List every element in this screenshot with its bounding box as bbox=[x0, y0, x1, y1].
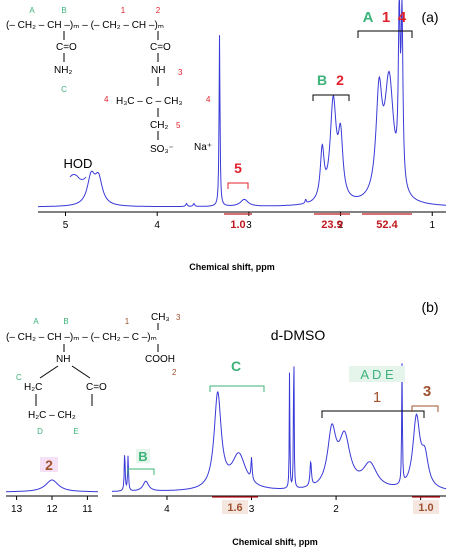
struct-bond bbox=[39, 365, 59, 379]
struct-a-quaternary: H₃C – C – CH₃ bbox=[116, 96, 183, 107]
struct-a-nh: NH bbox=[151, 65, 165, 76]
struct-b-label-a: A bbox=[33, 317, 39, 326]
x-tick-label: 5 bbox=[63, 220, 69, 231]
panel-b-label: (b) bbox=[421, 299, 438, 315]
x-tick-label: 13 bbox=[11, 504, 23, 515]
peak-a14-bracket bbox=[357, 30, 413, 38]
peak-b-highlight bbox=[136, 449, 150, 463]
inset-ticks: 13 12 11 bbox=[11, 496, 93, 515]
inset-peak-label: 2 bbox=[45, 457, 53, 473]
struct-a-nh2: NH₂ bbox=[54, 65, 72, 76]
struct-a-label-4b: 4 bbox=[206, 95, 211, 104]
x-tick-label: 3 bbox=[249, 504, 255, 515]
struct-b-ring-co: C=O bbox=[86, 382, 107, 393]
panel-b-x-axis-label: Chemical shift, ppm bbox=[232, 537, 318, 547]
x-tick-label: 11 bbox=[82, 504, 93, 515]
peak-1-label: 1 bbox=[373, 389, 381, 406]
peak-3-bracket bbox=[411, 405, 439, 412]
peak-3-label: 3 bbox=[423, 383, 431, 400]
struct-a-ch2: CH₂ bbox=[150, 120, 168, 131]
peak-5-bracket bbox=[227, 182, 249, 189]
x-tick-label: 2 bbox=[333, 504, 339, 515]
struct-a-label-1: 1 bbox=[121, 6, 126, 15]
struct-b-label-d: D bbox=[37, 427, 43, 436]
integral-highlight bbox=[413, 500, 439, 514]
struct-b-label-2: 2 bbox=[172, 368, 177, 377]
peak-1-label: 1 bbox=[382, 9, 390, 26]
peak-b-label: B bbox=[317, 72, 327, 88]
peak-a-label: A bbox=[363, 9, 374, 26]
struct-a-co1: C=O bbox=[56, 42, 77, 53]
struct-b-nh: NH bbox=[56, 354, 70, 365]
peak-c-bracket bbox=[209, 385, 265, 392]
x-tick-label: 12 bbox=[46, 504, 58, 515]
integral-value: 52.4 bbox=[376, 219, 398, 231]
struct-a-label-a: A bbox=[29, 6, 35, 15]
struct-a-label-b: B bbox=[61, 6, 66, 15]
integral-highlight bbox=[222, 500, 248, 514]
struct-b-ring-bottom: H₂C – CH₂ bbox=[28, 410, 76, 421]
panel-a-x-axis-label: Chemical shift, ppm bbox=[189, 262, 275, 272]
peak-5-label: 5 bbox=[234, 160, 242, 176]
struct-b-label-c: C bbox=[16, 373, 22, 382]
struct-b-label-b: B bbox=[63, 317, 68, 326]
peak-b-bracket bbox=[127, 468, 155, 475]
peak-4-label: 4 bbox=[398, 9, 407, 26]
peak-ade-bracket bbox=[321, 410, 425, 418]
struct-a-label-c: C bbox=[61, 85, 67, 94]
integral-value: 1.0 bbox=[230, 219, 245, 231]
panel-a-spectrum bbox=[38, 0, 446, 208]
peak-ade-label: A D E bbox=[360, 367, 394, 382]
struct-b-label-3: 3 bbox=[176, 313, 181, 322]
peak-b-label: B bbox=[138, 449, 147, 464]
x-tick-label: 4 bbox=[164, 504, 170, 515]
integral-value: 1.0 bbox=[418, 502, 433, 514]
integral-value: 1.6 bbox=[227, 502, 242, 514]
struct-a-label-5: 5 bbox=[176, 121, 181, 130]
struct-a-so3: SO₃⁻ bbox=[150, 144, 174, 155]
struct-b-acid: COOH bbox=[145, 354, 175, 365]
solvent-label: d-DMSO bbox=[271, 327, 326, 343]
hod-label: HOD bbox=[64, 156, 93, 171]
struct-a-co2: C=O bbox=[150, 42, 171, 53]
struct-b-label-e: E bbox=[73, 427, 78, 436]
struct-a-label-4a: 4 bbox=[104, 95, 109, 104]
inset-peak-highlight bbox=[40, 457, 58, 472]
peak-ade-highlight bbox=[349, 366, 405, 382]
struct-bond bbox=[71, 365, 91, 379]
struct-b-methyl: CH₃ bbox=[151, 312, 170, 323]
struct-a-label-3: 3 bbox=[178, 68, 183, 77]
structure-a: A B 1 2 (– CH₂ – CH –)ₘ – (– CH₂ – CH –)… bbox=[6, 6, 212, 155]
peak-b2-bracket bbox=[312, 94, 350, 101]
x-tick-label: 1 bbox=[429, 220, 435, 231]
panel-a-label: (a) bbox=[421, 9, 438, 25]
peak-2-label: 2 bbox=[336, 72, 344, 88]
integral-value: 23.9 bbox=[321, 219, 342, 231]
struct-b-label-1: 1 bbox=[125, 317, 130, 326]
struct-a-na: Na⁺ bbox=[194, 142, 212, 153]
peak-c-label: C bbox=[231, 358, 241, 374]
x-tick-label: 2 bbox=[338, 220, 344, 231]
structure-b: CH₃ 3 A B 1 (– CH₂ – CH –)ₘ – (– CH₂ – C… bbox=[6, 312, 181, 436]
panel-b-spectrum bbox=[112, 363, 447, 492]
struct-a-backbone: (– CH₂ – CH –)ₘ – (– CH₂ – CH –)ₘ bbox=[6, 20, 164, 31]
hod-wave-icon bbox=[69, 174, 87, 180]
struct-b-backbone: (– CH₂ – CH –)ₘ – (– CH₂ – C –)ₘ bbox=[6, 332, 157, 343]
inset-spectrum bbox=[6, 479, 98, 493]
struct-a-label-2: 2 bbox=[156, 6, 161, 15]
x-tick-label: 3 bbox=[246, 220, 252, 231]
x-tick-label: 4 bbox=[154, 220, 160, 231]
struct-b-ring-left: H₂C bbox=[24, 382, 42, 393]
